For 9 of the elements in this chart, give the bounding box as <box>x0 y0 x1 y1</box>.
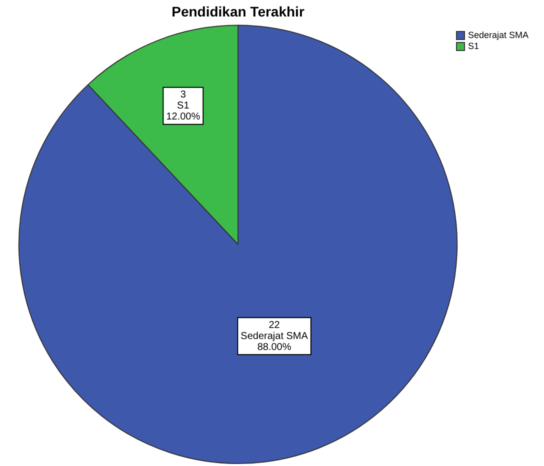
slice-label: S1 <box>177 100 190 112</box>
legend-label: Sederajat SMA <box>468 30 529 41</box>
slice-label: Sederajat SMA <box>240 330 308 342</box>
text: 12.00% <box>166 112 200 123</box>
data-label: 3 <box>180 90 186 101</box>
chart-title: Pendidikan Terakhir <box>172 3 305 20</box>
data-label: 22 <box>268 320 280 331</box>
text: 88.00% <box>257 342 292 353</box>
legend-label: S1 <box>468 41 480 52</box>
